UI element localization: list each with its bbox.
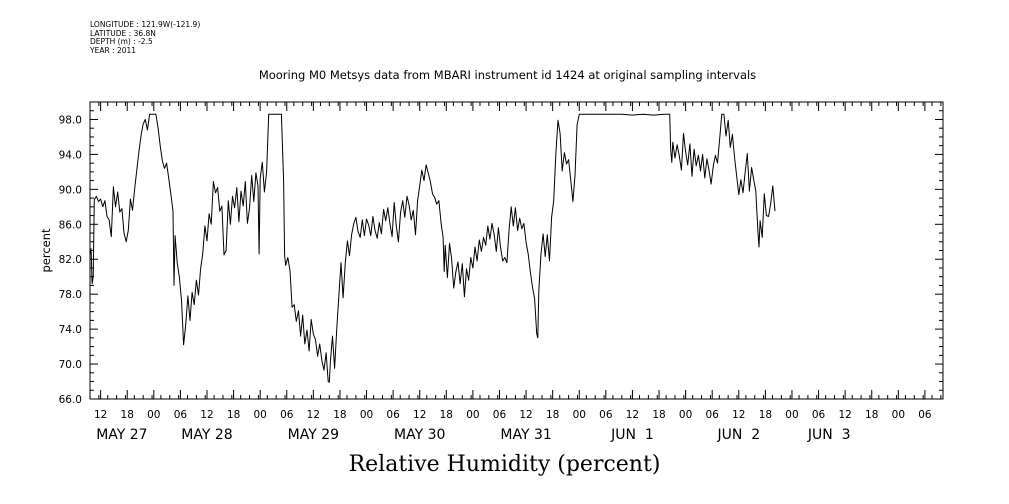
x-hour-tick-label: 12 — [626, 409, 639, 421]
x-hour-tick-label: 06 — [280, 409, 294, 421]
x-day-label: MAY 28 — [181, 427, 232, 443]
y-tick-label: 86.0 — [59, 219, 82, 231]
x-hour-tick-label: 12 — [307, 409, 320, 421]
x-hour-tick-label: 18 — [759, 409, 772, 421]
series-line-0 — [89, 113, 776, 383]
metadata-latitude: LATITUDE : 36.8N — [90, 28, 156, 38]
x-hour-tick-label: 12 — [519, 409, 532, 421]
y-tick-label: 78.0 — [59, 289, 82, 301]
x-hour-tick-label: 06 — [812, 409, 826, 421]
metadata-depth: DEPTH (m) : -2.5 — [90, 37, 153, 47]
x-day-label: JUN 3 — [807, 427, 851, 443]
y-axis-title: percent — [39, 228, 53, 273]
x-hour-tick-label: 00 — [573, 409, 586, 421]
x-hour-tick-label: 18 — [121, 409, 134, 421]
x-hour-tick-label: 06 — [706, 409, 720, 421]
y-tick-label: 98.0 — [59, 114, 82, 126]
x-day-label: MAY 31 — [500, 427, 551, 443]
x-hour-tick-label: 06 — [386, 409, 400, 421]
x-hour-tick-label: 12 — [413, 409, 426, 421]
x-hour-tick-label: 06 — [918, 409, 932, 421]
x-hour-tick-label: 18 — [227, 409, 240, 421]
x-hour-tick-label: 12 — [200, 409, 213, 421]
x-axis-title: Relative Humidity (percent) — [348, 452, 661, 477]
x-day-label: JUN 1 — [610, 427, 654, 443]
x-hour-tick-label: 12 — [94, 409, 107, 421]
x-day-label: MAY 27 — [96, 427, 147, 443]
x-hour-tick-label: 18 — [865, 409, 878, 421]
metadata-block: LONGITUDE : 121.9W(-121.9) LATITUDE : 36… — [90, 20, 201, 55]
y-tick-label: 82.0 — [59, 254, 82, 266]
x-day-label: JUN 2 — [716, 427, 760, 443]
x-hour-tick-label: 18 — [652, 409, 665, 421]
x-hour-tick-label: 06 — [493, 409, 507, 421]
x-hour-tick-label: 00 — [360, 409, 373, 421]
x-day-label: MAY 29 — [288, 427, 339, 443]
x-hour-tick-label: 12 — [732, 409, 745, 421]
y-tick-label: 70.0 — [59, 359, 82, 371]
x-day-label: MAY 30 — [394, 427, 445, 443]
x-hour-tick-label: 18 — [333, 409, 346, 421]
metadata-year: YEAR : 2011 — [90, 45, 137, 55]
x-hour-tick-label: 00 — [679, 409, 692, 421]
x-hour-tick-label: 18 — [440, 409, 453, 421]
x-hour-tick-label: 18 — [546, 409, 559, 421]
y-tick-label: 66.0 — [59, 394, 82, 406]
x-hour-tick-label: 00 — [253, 409, 266, 421]
y-tick-label: 74.0 — [59, 324, 82, 336]
x-hour-tick-label: 00 — [892, 409, 905, 421]
x-hour-tick-label: 00 — [466, 409, 479, 421]
y-tick-label: 90.0 — [59, 184, 82, 196]
x-hour-tick-label: 12 — [838, 409, 851, 421]
x-hour-tick-label: 06 — [174, 409, 188, 421]
metadata-longitude: LONGITUDE : 121.9W(-121.9) — [90, 20, 201, 29]
x-hour-tick-label: 06 — [599, 409, 613, 421]
x-hour-tick-label: 00 — [147, 409, 160, 421]
chart-title: Mooring M0 Metsys data from MBARI instru… — [258, 68, 757, 82]
plot-frame — [89, 101, 944, 400]
x-hour-tick-label: 00 — [785, 409, 798, 421]
y-tick-label: 94.0 — [59, 149, 82, 161]
